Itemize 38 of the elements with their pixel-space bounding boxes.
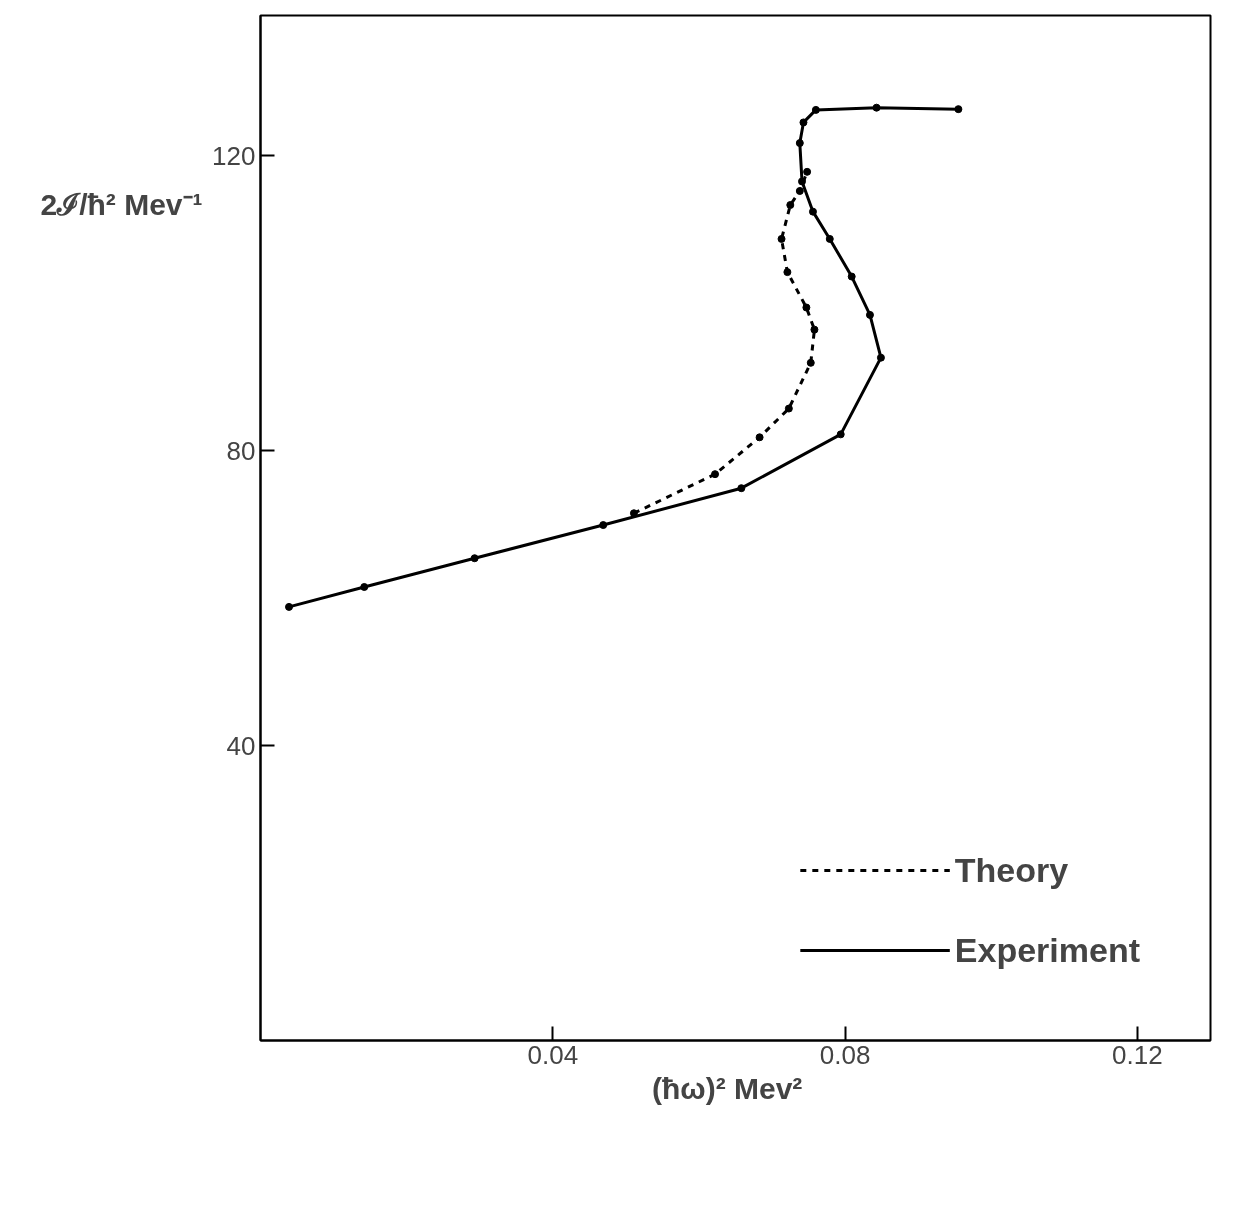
point [798,177,806,186]
point [808,207,817,216]
point [799,118,808,127]
point [470,554,479,563]
point [872,103,881,112]
point [811,105,820,114]
point [802,303,811,312]
point [777,234,786,243]
x-tick-label: 0.04 [527,1039,579,1070]
point [795,139,804,148]
point [360,583,369,591]
point [803,167,812,176]
y-axis-title: 2ℐ/ħ² Mev⁻¹ [40,187,203,221]
x-tick-label: 0.12 [1112,1039,1163,1070]
point [783,268,792,277]
point [711,470,720,479]
point [836,430,845,439]
point [784,404,793,413]
point [599,521,608,530]
point [825,234,834,243]
x-tick-label: 0.08 [819,1039,871,1070]
point [865,310,874,319]
point [285,602,293,611]
point [795,187,804,195]
point [876,353,885,362]
point [847,272,856,281]
legend-label: Theory [954,850,1069,890]
y-tick-label: 40 [226,730,256,761]
y-tick-label: 80 [226,435,256,466]
point [737,484,746,493]
legend-label: Experiment [954,930,1140,970]
y-tick-label: 120 [212,140,256,171]
x-axis-title: (ħω)² Mev² [652,1071,803,1105]
point [954,105,963,114]
point [810,325,819,334]
point [786,201,795,210]
point [806,358,815,367]
point [755,433,764,442]
